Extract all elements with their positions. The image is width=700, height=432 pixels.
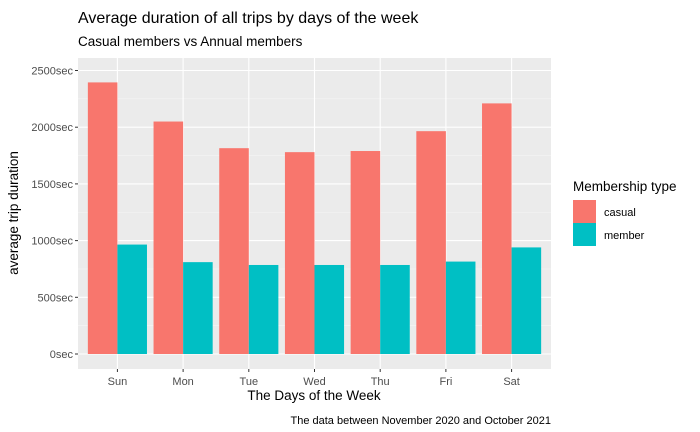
x-tick-label: Sun: [108, 376, 128, 388]
bar-member-wed: [314, 264, 345, 354]
bars: [87, 82, 542, 355]
y-axis-label: average trip duration: [6, 151, 21, 275]
y-tick-label: 0sec: [50, 349, 74, 361]
legend-swatch-member: [573, 223, 596, 246]
x-tick-label: Wed: [303, 376, 325, 388]
legend-title: Membership type: [573, 179, 677, 194]
y-tick-label: 1500sec: [31, 179, 73, 191]
bar-casual-sun: [87, 82, 118, 355]
x-axis-ticks: Sun Mon Tue Wed Thu Fri Sat: [108, 369, 520, 388]
x-tick-label: Tue: [240, 376, 259, 388]
x-tick-label: Mon: [172, 376, 193, 388]
x-axis-label: The Days of the Week: [247, 388, 381, 403]
bar-casual-tue: [219, 148, 249, 354]
y-tick-label: 2000sec: [31, 122, 73, 134]
bar-casual-wed: [284, 152, 315, 354]
x-tick-label: Fri: [439, 376, 452, 388]
legend-swatch-casual: [573, 200, 596, 223]
bar-casual-sat: [482, 103, 512, 354]
legend-label-member: member: [604, 230, 645, 242]
legend: Membership type casual member: [573, 179, 677, 246]
chart-caption: The data between November 2020 and Octob…: [290, 415, 551, 427]
chart-subtitle: Casual members vs Annual members: [78, 34, 303, 49]
bar-casual-fri: [416, 131, 446, 354]
y-tick-label: 1000sec: [31, 236, 73, 248]
y-tick-label: 2500sec: [31, 66, 73, 78]
legend-label-casual: casual: [604, 207, 636, 219]
bar-member-sun: [117, 244, 147, 354]
bar-member-tue: [248, 264, 279, 354]
y-tick-label: 500sec: [38, 292, 74, 304]
y-axis-ticks: 0sec 500sec 1000sec 1500sec 2000sec 2500sec: [31, 66, 78, 361]
bar-casual-thu: [350, 151, 381, 354]
bar-member-sat: [511, 247, 542, 354]
x-tick-label: Sat: [503, 376, 520, 388]
x-tick-label: Thu: [371, 376, 390, 388]
chart-title: Average duration of all trips by days of…: [78, 10, 419, 27]
bar-member-mon: [183, 262, 213, 354]
bar-casual-mon: [153, 121, 184, 354]
bar-member-fri: [445, 261, 476, 354]
bar-member-thu: [380, 264, 410, 354]
